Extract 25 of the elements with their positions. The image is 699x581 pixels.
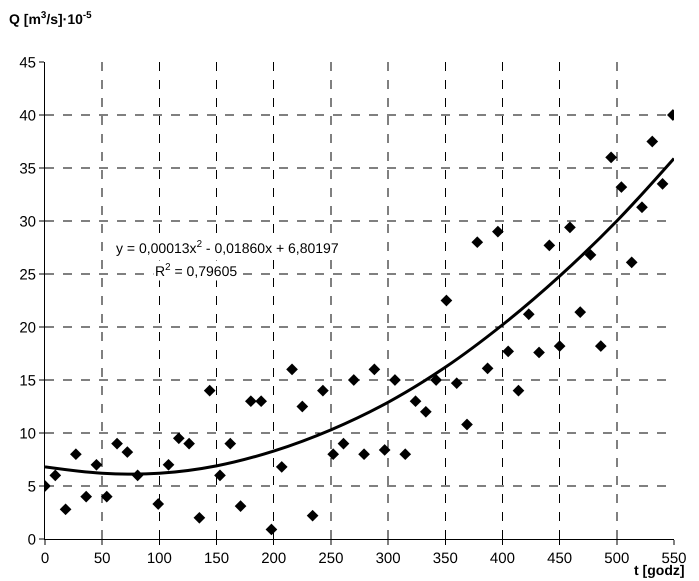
x-tick-label: 450: [547, 550, 572, 567]
x-tick-label: 0: [40, 550, 50, 567]
x-tick-label: 500: [604, 550, 630, 567]
x-tick-label: 50: [94, 550, 111, 567]
y-tick-label: 20: [19, 319, 36, 336]
x-tick-label: 300: [376, 550, 401, 567]
y-tick-label: 30: [19, 213, 36, 230]
x-tick-label: 150: [204, 550, 230, 567]
y-tick-label: 15: [19, 372, 36, 390]
x-tick-label: 400: [490, 550, 515, 567]
y-tick-label: 25: [19, 266, 36, 284]
y-axis-title: Q [m$^{3}$/s]·10$^{-5}$: [9, 10, 92, 27]
y-tick-label: 5: [28, 478, 36, 496]
y-tick-label: 45: [19, 54, 36, 72]
x-tick-label: 250: [318, 550, 344, 567]
y-tick-label: 40: [19, 107, 36, 124]
x-tick-label: 100: [146, 550, 172, 567]
annotation: y = 0,00013x$^{2}$ - 0,01860x + 6,80197: [116, 239, 339, 256]
y-tick-label: 0: [28, 531, 36, 548]
annotation: R$^{2}$ = 0,79605: [155, 262, 238, 279]
x-tick-label: 350: [432, 550, 458, 567]
y-tick-label: 35: [19, 160, 36, 178]
x-tick-label: 200: [261, 550, 286, 567]
x-axis-title: t [godz]: [634, 562, 685, 578]
y-tick-label: 10: [19, 425, 36, 442]
